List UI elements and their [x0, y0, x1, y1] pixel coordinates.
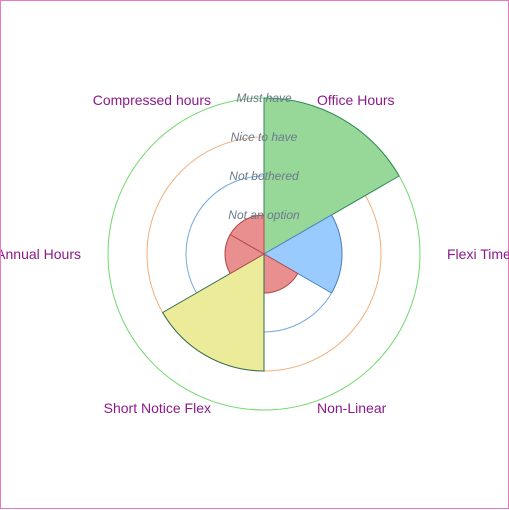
category-label-non-linear: Non-Linear [317, 400, 387, 416]
category-label-short-notice-flex: Short Notice Flex [104, 400, 211, 416]
level-label-2: Not bothered [229, 169, 299, 183]
category-label-annual-hours: Annual Hours [1, 246, 81, 262]
category-label-compressed-hours: Compressed hours [93, 92, 211, 108]
sector-office-hours[interactable] [263, 97, 400, 255]
level-label-4: Must have [236, 91, 292, 105]
category-label-flexi-time: Flexi Time [447, 246, 509, 262]
sector-flexi-time[interactable] [262, 214, 343, 294]
category-labels: Office Hours Flexi Time Non-Linear Short No… [1, 92, 509, 416]
sector-short-notice-flex[interactable] [161, 253, 265, 372]
sector-compressed-hours[interactable] [229, 214, 265, 255]
level-label-3: Nice to have [231, 130, 298, 144]
category-label-office-hours: Office Hours [317, 92, 395, 108]
level-labels: Not an option Not bothered Nice to have Mus… [228, 91, 300, 222]
level-label-1: Not an option [228, 208, 300, 222]
sectors [161, 97, 400, 372]
